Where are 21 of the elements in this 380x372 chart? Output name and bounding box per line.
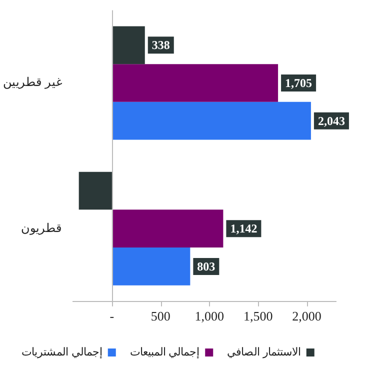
y-tick-label: غير قطريين <box>3 75 62 90</box>
x-tick-label: - <box>110 308 114 324</box>
x-tick-label: 1,500 <box>243 308 273 324</box>
data-label: 338 <box>152 38 170 52</box>
data-label: 803 <box>197 260 216 274</box>
x-tick-label: 2,000 <box>292 308 322 324</box>
bar <box>112 26 145 64</box>
bar <box>112 64 278 102</box>
bar <box>78 172 112 210</box>
bar <box>112 210 224 248</box>
legend-label: الاستثمار الصافي <box>227 346 301 358</box>
legend-label: إجمالي المبيعات <box>130 346 200 358</box>
x-tick-label: 500 <box>150 308 170 324</box>
bar <box>112 102 311 140</box>
legend-label: إجمالي المشتريات <box>22 346 102 358</box>
x-tick-label: 1,000 <box>194 308 224 324</box>
data-label: 1,705 <box>285 76 312 90</box>
bar <box>112 248 190 286</box>
data-label: 1,142 <box>230 222 258 236</box>
data-label: 2,043 <box>318 114 345 128</box>
y-tick-label: قطريون <box>21 220 62 235</box>
